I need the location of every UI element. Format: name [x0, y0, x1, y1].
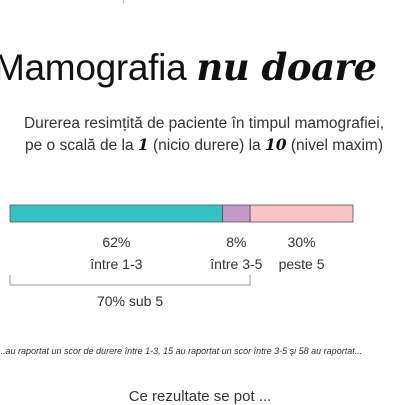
subtitle-part-b: pe o scală de la — [24, 137, 138, 154]
category-label-2: între 3-5 — [209, 256, 262, 272]
subtitle-line-1: Durerea resimțită de paciente în timpul … — [23, 115, 385, 132]
footer-heading: Ce rezultate se pot ... — [128, 388, 272, 405]
title-main: Mamografia — [0, 47, 197, 88]
bracket-line — [9, 275, 251, 286]
value-label-3: 30% — [288, 234, 316, 250]
subtitle-part-d: (nivel maxim) — [286, 137, 383, 154]
value-label-1: 62% — [102, 234, 130, 250]
subtitle: Durerea resimțită de paciente în timpul … — [0, 113, 400, 156]
value-label-2: 8% — [226, 234, 246, 250]
page-title: Mamografia nu doare — [0, 44, 400, 91]
title-emphasis: nu doare — [196, 45, 377, 89]
category-label-1: între 1-3 — [89, 256, 142, 272]
bar-segment-1 — [9, 204, 224, 223]
top-mark: , — [122, 0, 125, 5]
subtitle-line-2: pe o scală de la 1 (nicio durere) la 10 … — [0, 134, 400, 156]
pain-scale-chart: 62% între 1-3 8% între 3-5 30% peste 5 70% sub… — [9, 204, 354, 309]
bar-segment-2 — [222, 204, 251, 223]
footnote: ...au raportat un scor de durere între 1… — [0, 346, 363, 356]
bar-segment-3 — [249, 204, 354, 223]
subtitle-part-c: (nicio durere) la — [148, 137, 265, 154]
scale-min: 1 — [137, 135, 149, 154]
bracket-label: 70% sub 5 — [97, 293, 163, 309]
category-label-3: peste 5 — [279, 256, 325, 272]
scale-max: 10 — [264, 135, 287, 154]
